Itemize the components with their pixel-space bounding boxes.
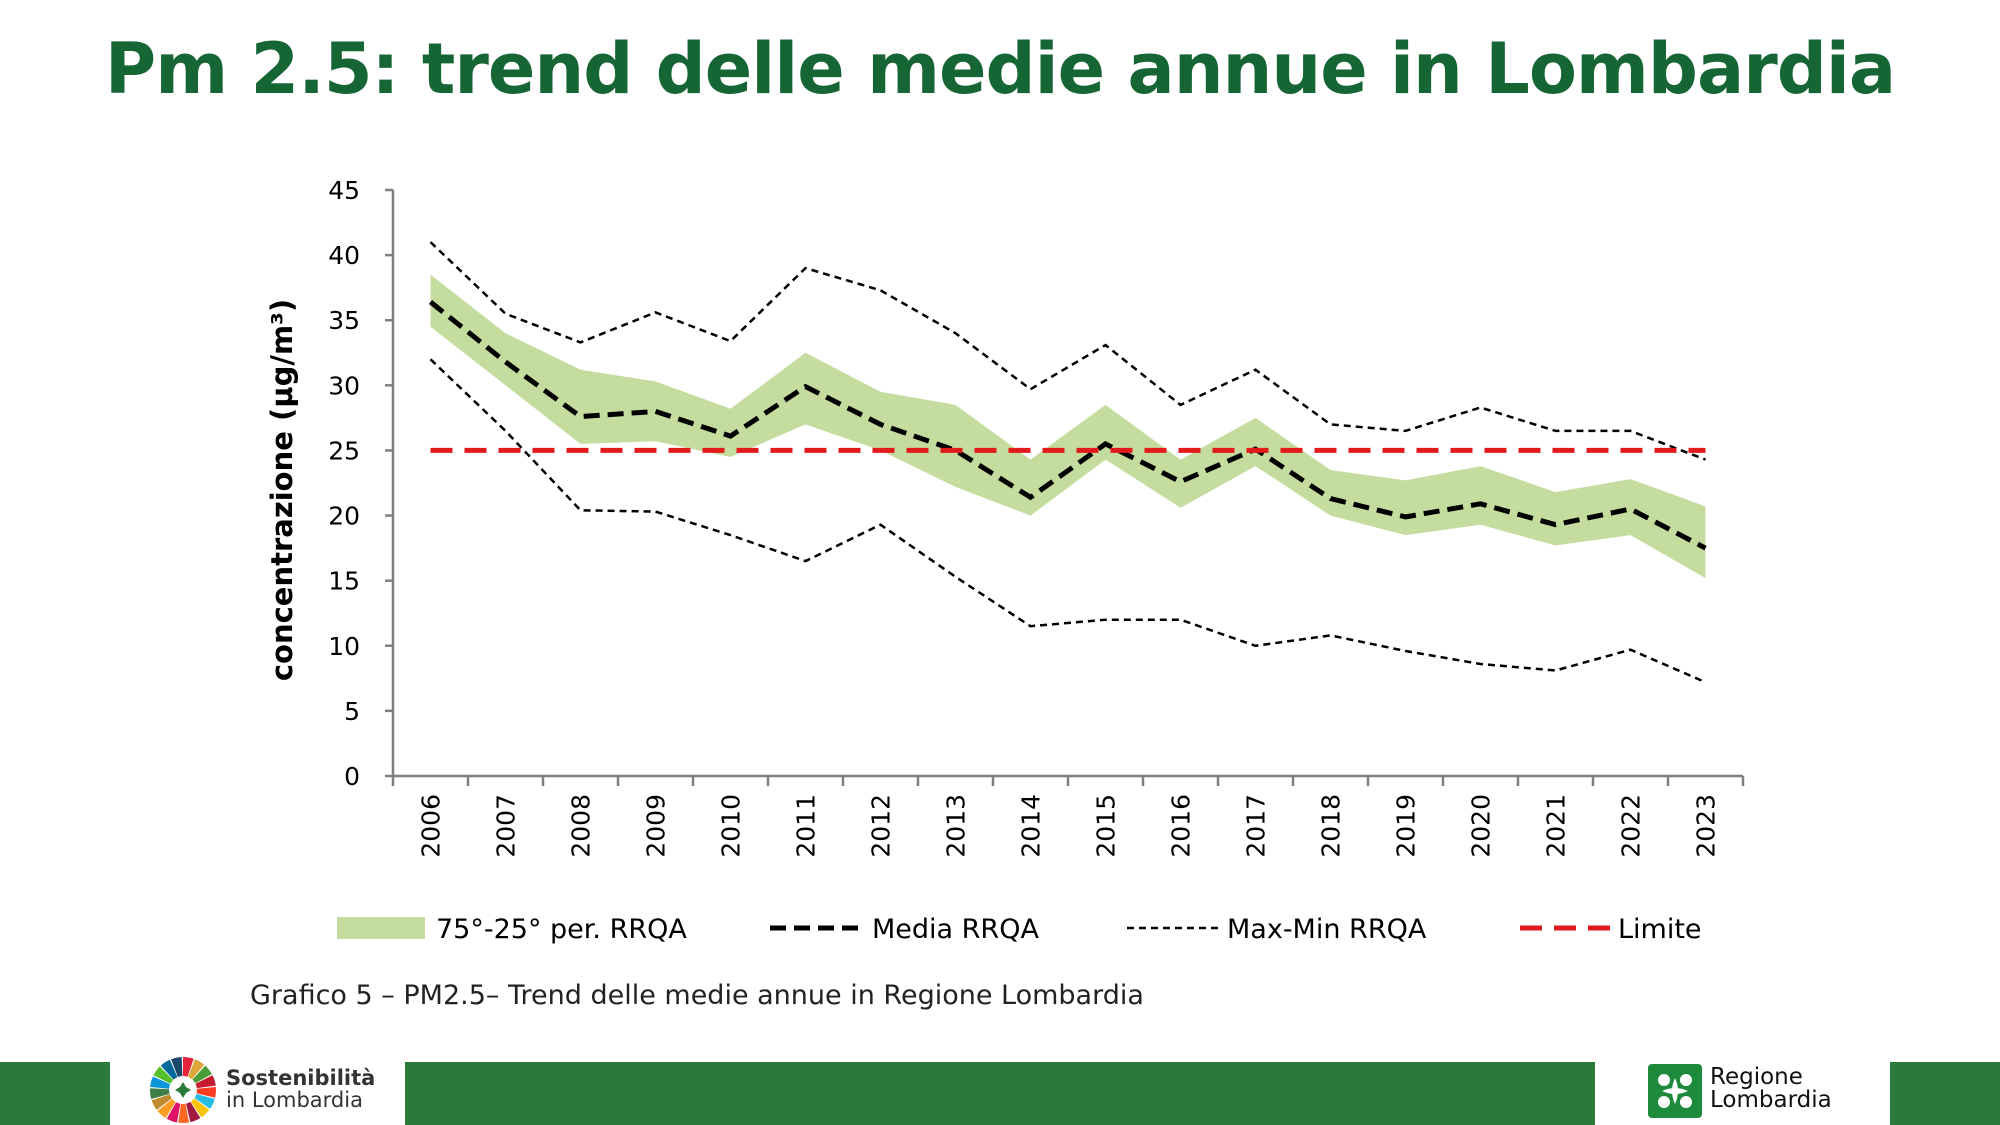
sdg-wheel-segment — [183, 1057, 194, 1077]
tick-labels-layer: 0 5 10 15 20 25 30 35 40 45 2006 2007 2008 2009 2010 20… — [328, 176, 1720, 858]
sdg-wheel-segment — [157, 1098, 176, 1119]
axes-layer — [385, 188, 1745, 786]
x-tick-label: 2010 — [717, 794, 746, 858]
y-tick-label: 35 — [328, 306, 360, 335]
x-tick-label: 2007 — [492, 794, 521, 858]
x-tick-label: 2011 — [792, 794, 821, 858]
sdg-wheel-segment — [160, 1059, 178, 1080]
regione-lombardia-logo[interactable]: Regione Lombardia — [1648, 1062, 1848, 1122]
sdg-wheel-segment — [195, 1075, 216, 1089]
x-tick-label: 2017 — [1242, 794, 1271, 858]
x-tick-label: 2015 — [1092, 794, 1121, 858]
y-axis-label: concentrazione (µg/m³) — [265, 299, 299, 681]
sdg-wheel-segment — [151, 1094, 172, 1110]
percentile-band — [430, 274, 1706, 579]
legend-label-band: 75°-25° per. RRQA — [436, 914, 687, 945]
legend-label-maxmin: Max-Min RRQA — [1227, 914, 1427, 945]
y-tick-label: 25 — [328, 436, 360, 465]
left-logo-line1: Sostenibilità — [226, 1066, 376, 1090]
x-tick-label: 2009 — [642, 794, 671, 858]
page-title: Pm 2.5: trend delle medie annue in Lomba… — [104, 28, 1896, 110]
footer-band-middle — [405, 1062, 1595, 1125]
pm25-trend-chart: 0 5 10 15 20 25 30 35 40 45 2006 2007 2008 2009 2010 20… — [265, 176, 1745, 945]
sdg-wheel-segment — [150, 1088, 170, 1100]
y-tick-label: 40 — [328, 241, 360, 270]
x-tick-label: 2019 — [1392, 794, 1421, 858]
series-lines-layer — [428, 241, 1707, 684]
x-tick-label: 2023 — [1692, 794, 1721, 858]
y-tick-label: 5 — [344, 697, 360, 726]
y-tick-label: 10 — [328, 632, 360, 661]
percentile-band-layer — [430, 274, 1706, 579]
y-tick-label: 20 — [328, 502, 360, 531]
footer-band-right — [1890, 1062, 2000, 1125]
chart-caption: Grafico 5 – PM2.5– Trend delle medie ann… — [250, 980, 1144, 1011]
x-tick-label: 2022 — [1617, 794, 1646, 858]
sdg-wheel-segment — [188, 1059, 205, 1080]
sdg-wheel-segment — [194, 1093, 215, 1109]
sostenibilita-logo[interactable]: Sostenibilità in Lombardia — [148, 1055, 398, 1125]
sdg-wheel-segment — [166, 1102, 181, 1123]
sdg-wheel-segment — [190, 1098, 210, 1118]
legend-label-limite: Limite — [1618, 914, 1702, 945]
sdg-wheel-segment — [192, 1065, 212, 1084]
y-tick-label: 15 — [328, 567, 360, 596]
series-line-media-rrqa — [428, 300, 1707, 551]
sdg-wheel-segment — [150, 1076, 171, 1089]
legend-label-media: Media RRQA — [872, 914, 1039, 945]
y-tick-label: 45 — [328, 176, 360, 205]
sdg-wheel-icon — [150, 1057, 216, 1123]
rosa-camuna-icon — [1648, 1064, 1702, 1118]
sdg-wheel-segment — [171, 1057, 183, 1077]
x-tick-label: 2008 — [567, 794, 596, 858]
legend-swatch-band — [337, 917, 425, 939]
footer-band-left — [0, 1062, 110, 1125]
right-logo-line1: Regione — [1710, 1064, 1803, 1090]
x-tick-label: 2016 — [1167, 794, 1196, 858]
x-tick-label: 2021 — [1542, 794, 1571, 858]
x-tick-label: 2006 — [417, 794, 446, 858]
x-tick-label: 2012 — [867, 794, 896, 858]
sdg-wheel-segment — [178, 1103, 190, 1123]
y-tick-label: 30 — [328, 371, 360, 400]
sdg-wheel-segment — [186, 1101, 201, 1123]
x-tick-label: 2014 — [1017, 794, 1046, 858]
x-tick-label: 2018 — [1317, 794, 1346, 858]
right-logo-line2: Lombardia — [1710, 1087, 1832, 1113]
y-tick-label: 0 — [344, 762, 360, 791]
sdg-wheel-segment — [153, 1066, 174, 1084]
x-tick-label: 2020 — [1467, 794, 1496, 858]
series-line-min — [429, 358, 1706, 684]
left-logo-line2: in Lombardia — [226, 1088, 363, 1112]
legend: 75°-25° per. RRQA Media RRQA Max-Min RRQA L… — [337, 914, 1702, 945]
sdg-wheel-segment — [196, 1086, 216, 1098]
x-tick-label: 2013 — [942, 794, 971, 858]
